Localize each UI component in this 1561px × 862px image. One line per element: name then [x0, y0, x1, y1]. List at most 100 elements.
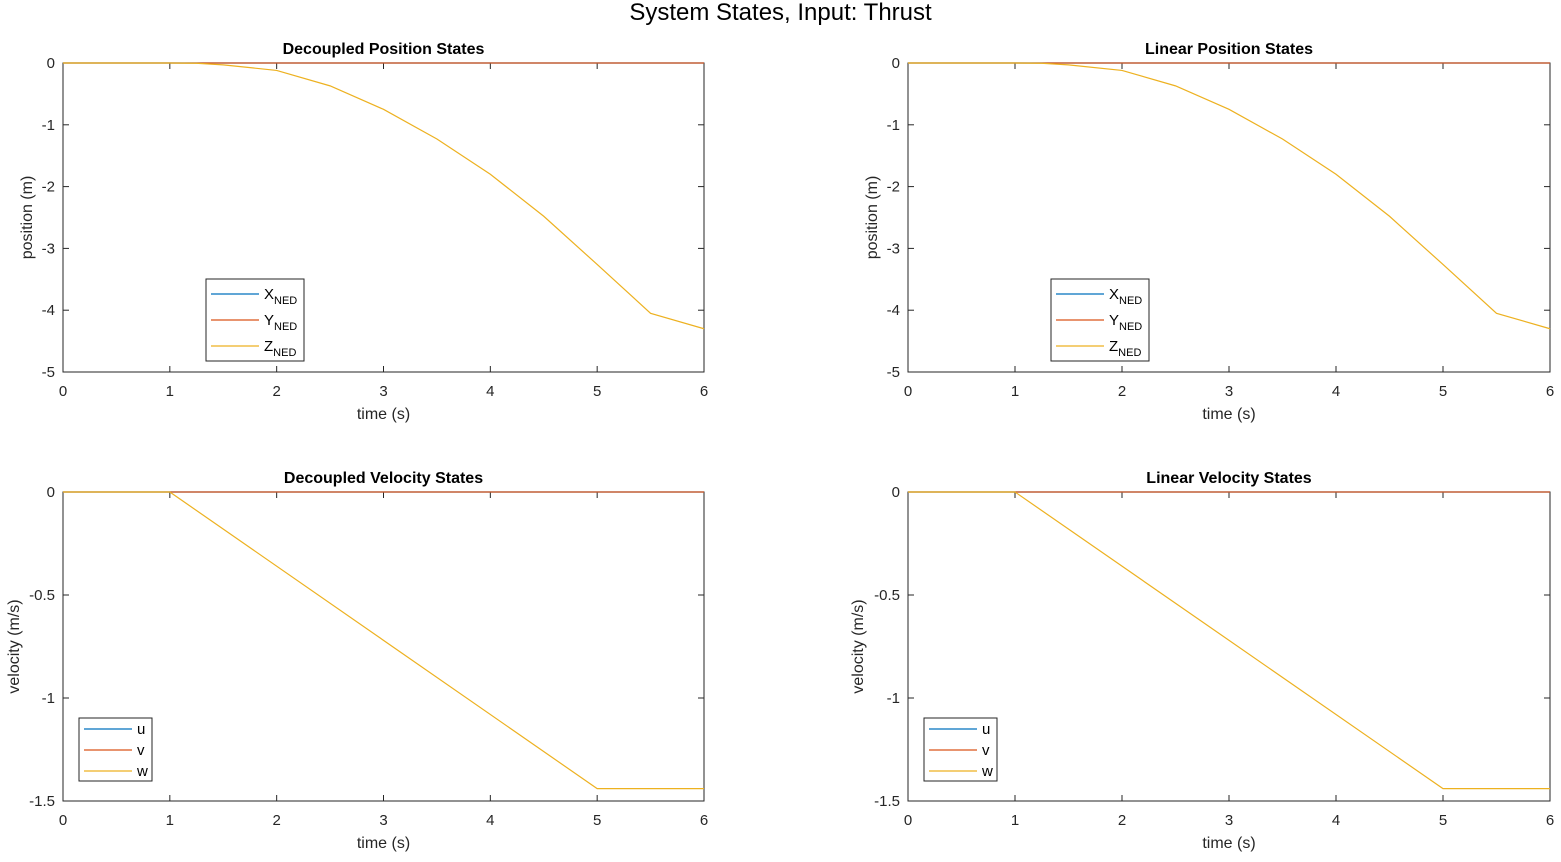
x-axis-label: time (s)	[1202, 406, 1255, 423]
x-tick-label: 1	[166, 812, 174, 829]
y-tick-label: -5	[42, 364, 55, 381]
legend-entry-subscript: NED	[273, 347, 296, 359]
legend-entry-main: w	[981, 763, 993, 780]
legend-entry-label: YNED	[264, 312, 297, 333]
x-tick-label: 3	[379, 383, 387, 400]
x-tick-label: 3	[379, 812, 387, 829]
y-axis-label: position (m)	[19, 176, 36, 260]
x-tick-label: 5	[593, 383, 601, 400]
y-tick-label: -2	[887, 179, 900, 196]
chart-panel-2: Decoupled Velocity States 0 1 2 3 4 5 6 0 -0.5 -1 -…	[6, 470, 708, 852]
legend-entry-label: v	[982, 742, 990, 759]
legend-entry-main: X	[1109, 286, 1119, 303]
y-tick-label: -1	[42, 117, 55, 134]
legend-entry-label: XNED	[1109, 286, 1142, 307]
x-axis-label: time (s)	[1202, 835, 1255, 852]
figure-title: System States, Input: Thrust	[629, 0, 932, 26]
x-tick-label: 6	[700, 812, 708, 829]
x-tick-label: 4	[486, 812, 494, 829]
legend-entry-label: w	[981, 763, 993, 780]
y-axis-label: velocity (m/s)	[6, 599, 23, 693]
x-axis-label: time (s)	[357, 406, 410, 423]
legend-entry-main: v	[982, 742, 990, 759]
legend-entry-subscript: NED	[1118, 347, 1141, 359]
y-tick-label: -3	[42, 240, 55, 257]
x-tick-label: 3	[1225, 383, 1233, 400]
y-tick-label: -2	[42, 179, 55, 196]
y-tick-label: -1.5	[29, 793, 55, 810]
x-tick-label: 0	[59, 383, 67, 400]
chart-panel-3: Linear Velocity States 0 1 2 3 4 5 6 0 -0.5 -1 -1.5…	[850, 470, 1554, 852]
x-tick-label: 5	[1439, 383, 1447, 400]
legend: uvw	[78, 717, 153, 782]
x-tick-label: 4	[1332, 812, 1340, 829]
x-tick-label: 3	[1225, 812, 1233, 829]
legend-entry-main: Y	[1109, 312, 1119, 329]
y-tick-label: -0.5	[874, 587, 900, 604]
y-tick-label: 0	[47, 55, 55, 72]
x-tick-label: 5	[1439, 812, 1447, 829]
y-tick-label: 0	[47, 484, 55, 501]
x-tick-label: 2	[1118, 812, 1126, 829]
y-tick-label: -1	[42, 690, 55, 707]
chart-title: Linear Position States	[1145, 41, 1313, 58]
legend-entry-label: u	[137, 721, 145, 738]
plot-area	[907, 491, 1551, 802]
x-tick-label: 4	[486, 383, 494, 400]
x-tick-label: 6	[700, 383, 708, 400]
legend-entry-main: Y	[264, 312, 274, 329]
x-tick-label: 5	[593, 812, 601, 829]
chart-title: Linear Velocity States	[1146, 470, 1312, 487]
chart-title: Decoupled Velocity States	[284, 470, 483, 487]
legend-entry-subscript: NED	[274, 295, 297, 307]
x-tick-label: 6	[1546, 383, 1554, 400]
legend-entry-label: YNED	[1109, 312, 1142, 333]
legend-entry-subscript: NED	[1119, 295, 1142, 307]
series-line-w	[63, 491, 704, 790]
legend-entry-main: Z	[1109, 338, 1118, 355]
legend-entry-label: ZNED	[1109, 338, 1141, 359]
legend-entry-label: w	[136, 763, 148, 780]
legend-entry-main: u	[982, 721, 990, 738]
y-tick-label: -1	[887, 690, 900, 707]
legend: uvw	[923, 717, 998, 782]
legend-entry-label: ZNED	[264, 338, 296, 359]
legend-entry-subscript: NED	[274, 321, 297, 333]
legend-entry-label: XNED	[264, 286, 297, 307]
x-tick-label: 1	[1011, 383, 1019, 400]
chart-title: Decoupled Position States	[283, 41, 485, 58]
y-tick-label: -3	[887, 240, 900, 257]
x-tick-label: 6	[1546, 812, 1554, 829]
legend-entry-main: Z	[264, 338, 273, 355]
y-tick-label: 0	[892, 484, 900, 501]
y-axis-label: position (m)	[864, 176, 881, 260]
x-tick-label: 2	[272, 383, 280, 400]
x-axis-label: time (s)	[357, 835, 410, 852]
plot-area	[907, 62, 1551, 373]
x-tick-label: 1	[1011, 812, 1019, 829]
legend-entry-label: v	[137, 742, 145, 759]
legend-entry-main: u	[137, 721, 145, 738]
y-tick-label: -5	[887, 364, 900, 381]
y-tick-label: -4	[42, 302, 55, 319]
x-tick-label: 4	[1332, 383, 1340, 400]
legend-entry-main: X	[264, 286, 274, 303]
legend-entry-main: w	[136, 763, 148, 780]
chart-panel-0: Decoupled Position States 0 1 2 3 4 5 6 0 -1 -2 -3 -…	[19, 41, 708, 423]
x-tick-label: 0	[904, 383, 912, 400]
x-tick-label: 0	[904, 812, 912, 829]
y-tick-label: -1.5	[874, 793, 900, 810]
series-line-ZNED	[908, 62, 1551, 330]
x-tick-label: 2	[1118, 383, 1126, 400]
chart-panel-1: Linear Position States 0 1 2 3 4 5 6 0 -1 -2 -3 -4 -5…	[864, 41, 1554, 423]
legend-entry-main: v	[137, 742, 145, 759]
plot-area	[62, 491, 705, 802]
y-tick-label: -1	[887, 117, 900, 134]
x-tick-label: 2	[272, 812, 280, 829]
series-line-w	[908, 491, 1550, 790]
x-tick-label: 1	[166, 383, 174, 400]
y-tick-label: -0.5	[29, 587, 55, 604]
